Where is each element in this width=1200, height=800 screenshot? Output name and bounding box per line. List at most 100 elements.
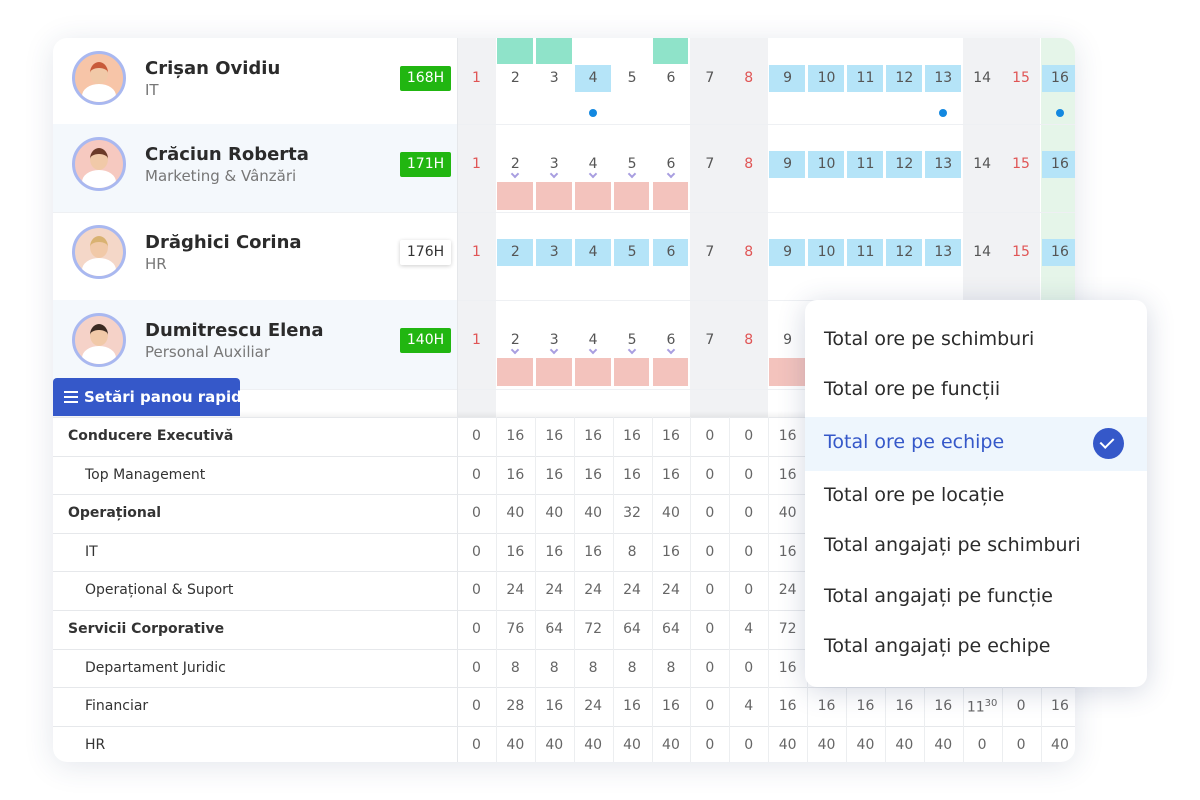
table-row-label: Financiar (85, 698, 149, 715)
day-number: 16 (1051, 70, 1069, 86)
table-cell: 76 (506, 621, 525, 637)
cell-border (651, 494, 653, 533)
cell-border (729, 687, 731, 726)
day-number: 1 (471, 332, 481, 348)
avatar-head (90, 148, 108, 170)
cell-border (573, 571, 575, 610)
table-cell: 16 (545, 543, 564, 560)
day-number: 12 (895, 156, 914, 172)
table-cell: 24 (662, 582, 680, 599)
cell-border (846, 725, 847, 762)
day-number: 6 (666, 332, 676, 348)
table-cell: 0 (471, 621, 481, 637)
avatar-body (82, 84, 116, 102)
menu-item[interactable]: Total ore pe schimburi (824, 328, 1035, 350)
shift-cell (1041, 65, 1075, 92)
leave-block (613, 358, 650, 386)
cell-border (729, 455, 731, 495)
day-number: 3 (549, 156, 559, 172)
cell-border (690, 610, 692, 649)
cell-border (573, 455, 575, 495)
day-number: 4 (588, 156, 598, 172)
table-cell: 4 (744, 621, 754, 637)
table-cell: 0 (471, 466, 481, 483)
table-cell: 8 (588, 659, 598, 676)
employee-name: Crișan Ovidiu (145, 58, 281, 79)
cell-border (768, 417, 770, 456)
avatar-body (82, 258, 116, 276)
row-divider (53, 124, 1075, 125)
indicator-dot (939, 109, 948, 117)
day-number: 10 (817, 244, 836, 260)
cell-border (534, 725, 536, 762)
check-mark (1099, 434, 1115, 449)
table-cell: 0 (471, 543, 481, 560)
check-icon (1093, 428, 1124, 459)
table-cell: 72 (584, 621, 603, 637)
cell-border (573, 494, 575, 533)
menu-item[interactable]: Total angajați pe funcție (824, 585, 1053, 607)
cell-border (962, 687, 964, 726)
indicator-dot (1055, 109, 1064, 117)
table-cell: 16 (662, 698, 680, 715)
menu-item[interactable]: Total ore pe funcții (824, 378, 1001, 400)
day-number: 11 (856, 70, 875, 86)
day-number: 9 (783, 156, 793, 172)
employee-department: HR (145, 255, 167, 273)
table-cell: 40 (506, 505, 525, 522)
shift-cell (1041, 239, 1075, 266)
shift-block (496, 38, 533, 64)
table-cell: 16 (778, 466, 797, 483)
cell-border (690, 417, 692, 456)
day-number: 1 (471, 156, 481, 172)
shift-cell (1041, 151, 1075, 178)
day-number: 2 (510, 156, 520, 172)
cell-border (573, 725, 575, 762)
leave-block (652, 358, 689, 386)
cell-border (612, 494, 614, 533)
menu-item[interactable]: Total angajați pe schimburi (824, 534, 1081, 556)
menu-item[interactable]: Total ore pe locație (824, 484, 1005, 506)
menu-item[interactable]: Total ore pe echipe (824, 431, 1005, 453)
menu-item[interactable]: Total angajați pe echipe (824, 635, 1051, 657)
cell-border (807, 687, 809, 726)
day-number: 9 (783, 244, 793, 260)
day-number: 15 (1012, 156, 1030, 172)
table-cell: 40 (584, 736, 603, 753)
quick-settings-button[interactable]: Setări panou rapid (53, 378, 242, 416)
cell-border (1001, 687, 1003, 726)
cell-superscript: 30 (984, 698, 998, 710)
table-cell: 0 (705, 582, 715, 599)
leave-block (652, 182, 689, 210)
day-number: 5 (627, 332, 637, 348)
row-divider (53, 389, 1075, 390)
weekend-column (729, 38, 769, 417)
cell-border (729, 532, 731, 572)
avatar-head (90, 324, 108, 346)
table-cell: 40 (545, 736, 564, 753)
table-cell: 0 (705, 736, 715, 753)
day-number: 10 (817, 70, 836, 86)
leave-block (496, 182, 533, 210)
cell-border (495, 417, 497, 456)
table-cell: 0 (471, 698, 481, 715)
shift-cell (885, 151, 922, 178)
table-cell: 16 (895, 698, 914, 715)
cell-border (573, 648, 575, 688)
cell-border (534, 494, 536, 533)
avatar-body (82, 346, 116, 364)
cell-border (534, 648, 536, 688)
table-cell: 0 (744, 505, 754, 522)
table-cell: 0 (471, 582, 481, 599)
cell-border (690, 687, 692, 726)
day-number: 5 (627, 156, 637, 172)
cell-border (612, 725, 614, 762)
table-cell: 40 (778, 736, 797, 753)
table-cell: 40 (934, 736, 953, 753)
menu-item-selected[interactable] (805, 417, 1147, 471)
shift-cell (574, 65, 611, 92)
table-cell: 4 (744, 698, 754, 715)
table-cell: 16 (545, 428, 564, 444)
leave-block (535, 182, 572, 210)
